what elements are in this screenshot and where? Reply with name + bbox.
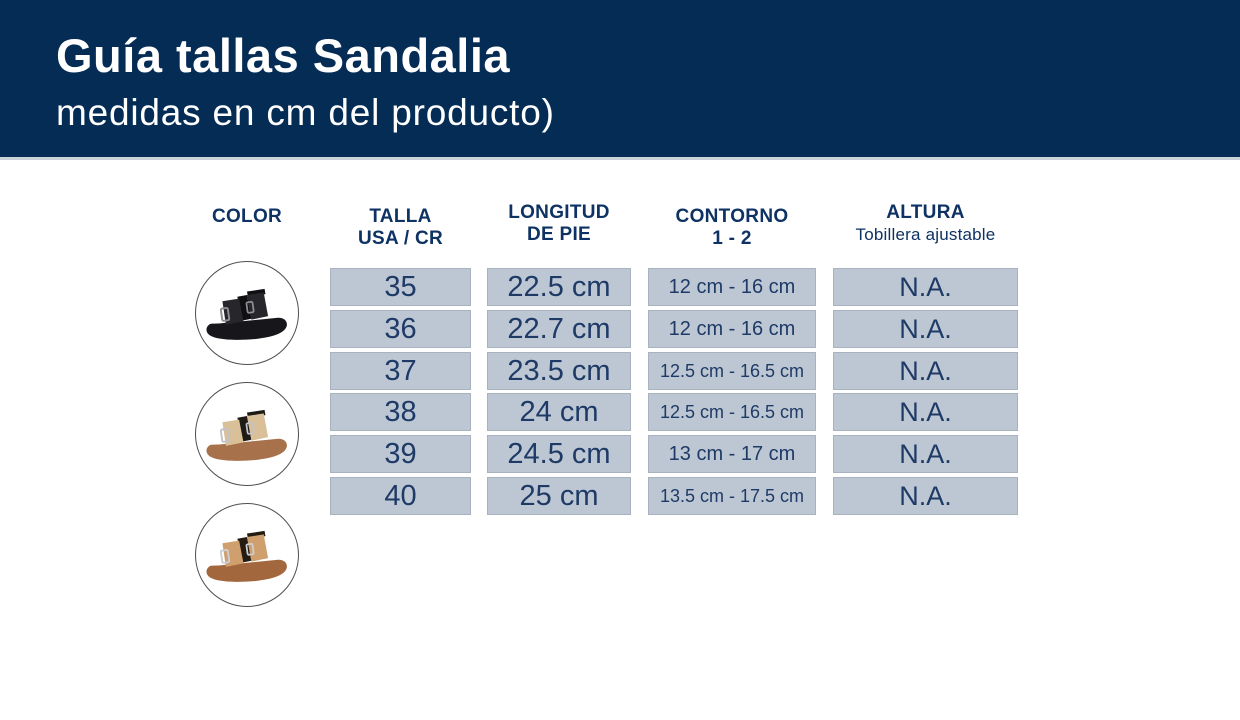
contorno-cell: 13.5 cm - 17.5 cm bbox=[648, 477, 816, 515]
sandal-front-buckle bbox=[219, 548, 231, 564]
sandal-front-strap bbox=[222, 540, 244, 567]
column-header-color: COLOR bbox=[187, 206, 307, 228]
altura-cell: N.A. bbox=[833, 477, 1018, 515]
column-header-altura-sublabel: Tobillera ajustable bbox=[855, 225, 996, 244]
column-header-talla-label: TALLA bbox=[369, 206, 432, 227]
altura-cell: N.A. bbox=[833, 268, 1018, 306]
talla-cell: 39 bbox=[330, 435, 471, 473]
sandal-photo-beige bbox=[195, 382, 299, 486]
sandal-front-strap bbox=[222, 298, 244, 325]
contorno-cell: 13 cm - 17 cm bbox=[648, 435, 816, 473]
page-title: Guía tallas Sandalia bbox=[56, 29, 511, 82]
sandal-front-buckle bbox=[219, 306, 231, 322]
talla-cell: 37 bbox=[330, 352, 471, 390]
sandal-rear-buckle bbox=[245, 542, 255, 556]
altura-cell: N.A. bbox=[833, 352, 1018, 390]
sandal-sole bbox=[206, 438, 287, 461]
beige-sandal-icon bbox=[206, 409, 287, 461]
sandal-front-strap bbox=[222, 419, 244, 446]
talla-cell: 40 bbox=[330, 477, 471, 515]
column-header-color-label: COLOR bbox=[211, 206, 283, 227]
contorno-cell: 12.5 cm - 16.5 cm bbox=[648, 352, 816, 390]
column-header-contorno: CONTORNO 1 - 2 bbox=[648, 206, 816, 250]
column-header-longitud: LONGITUD DE PIE bbox=[487, 202, 631, 246]
talla-cell: 38 bbox=[330, 393, 471, 431]
longitud-cell: 25 cm bbox=[487, 477, 631, 515]
sandal-photo-black bbox=[195, 261, 299, 365]
sandal-rear-buckle bbox=[245, 421, 255, 435]
longitud-cell: 24 cm bbox=[487, 393, 631, 431]
sandal-front-buckle bbox=[219, 427, 231, 443]
talla-cell: 36 bbox=[330, 310, 471, 348]
longitud-cell: 22.5 cm bbox=[487, 268, 631, 306]
column-header-altura-label: ALTURA bbox=[886, 202, 965, 223]
column-header-altura: ALTURA Tobillera ajustable bbox=[833, 202, 1018, 246]
column-header-talla: TALLA USA / CR bbox=[330, 206, 471, 250]
altura-cell: N.A. bbox=[833, 435, 1018, 473]
longitud-cell: 22.7 cm bbox=[487, 310, 631, 348]
camel-sandal-icon bbox=[206, 530, 287, 582]
longitud-cell: 23.5 cm bbox=[487, 352, 631, 390]
sandal-sole bbox=[206, 317, 287, 340]
contorno-cell: 12 cm - 16 cm bbox=[648, 310, 816, 348]
sandal-photo-camel bbox=[195, 503, 299, 607]
column-header-longitud-sublabel: DE PIE bbox=[526, 224, 592, 245]
longitud-cell: 24.5 cm bbox=[487, 435, 631, 473]
column-header-contorno-label: CONTORNO bbox=[675, 206, 789, 227]
talla-cell: 35 bbox=[330, 268, 471, 306]
sandal-sole bbox=[206, 559, 287, 582]
contorno-cell: 12.5 cm - 16.5 cm bbox=[648, 393, 816, 431]
altura-cell: N.A. bbox=[833, 310, 1018, 348]
black-sandal-icon bbox=[206, 288, 287, 340]
column-header-talla-sublabel: USA / CR bbox=[357, 228, 444, 249]
page-subtitle: medidas en cm del producto) bbox=[56, 92, 555, 133]
altura-cell: N.A. bbox=[833, 393, 1018, 431]
column-header-contorno-sublabel: 1 - 2 bbox=[712, 228, 752, 249]
header-banner: Guía tallas Sandalia medidas en cm del p… bbox=[0, 0, 1240, 160]
sandal-rear-buckle bbox=[245, 300, 255, 314]
contorno-cell: 12 cm - 16 cm bbox=[648, 268, 816, 306]
column-header-longitud-label: LONGITUD bbox=[508, 202, 610, 223]
